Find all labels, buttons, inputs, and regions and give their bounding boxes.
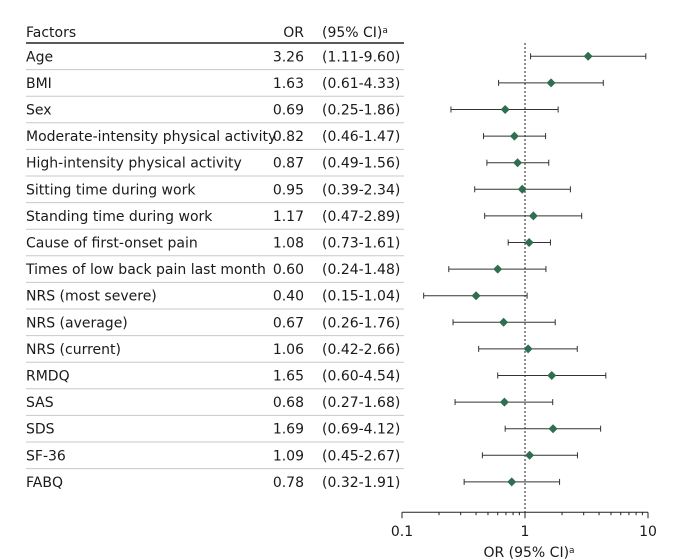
factor-label: Times of low back pain last month — [25, 262, 266, 278]
or-point — [546, 78, 556, 88]
header-ci-superscript: a — [382, 26, 388, 36]
factor-label: Sitting time during work — [26, 182, 196, 198]
or-value: 0.67 — [273, 315, 304, 331]
factor-label: SAS — [26, 395, 54, 411]
or-point — [528, 211, 538, 221]
forest-marks — [423, 43, 647, 513]
ci-value: (0.27-1.68) — [322, 395, 400, 411]
ci-value: (0.32-1.91) — [322, 475, 400, 491]
x-tick-label: 0.1 — [391, 524, 413, 540]
or-value: 1.09 — [273, 448, 304, 464]
factor-label: SDS — [26, 422, 55, 438]
or-point — [471, 291, 481, 301]
ci-value: (0.24-1.48) — [322, 262, 400, 278]
or-value: 1.63 — [273, 76, 304, 92]
or-point — [548, 424, 558, 434]
ci-value: (0.73-1.61) — [322, 236, 400, 252]
factor-label: High-intensity physical activity — [26, 156, 242, 172]
or-value: 0.69 — [273, 103, 304, 119]
factor-label: Sex — [26, 103, 52, 119]
ci-value: (0.25-1.86) — [322, 103, 400, 119]
or-value: 1.17 — [273, 209, 304, 225]
or-point — [499, 397, 509, 407]
or-point — [507, 477, 517, 487]
header-ci: (95% CI)a — [322, 25, 388, 41]
or-value: 1.06 — [273, 342, 304, 358]
or-value: 0.82 — [273, 129, 304, 145]
or-point — [524, 238, 534, 247]
or-value: 0.78 — [273, 475, 304, 491]
ci-value: (0.46-1.47) — [322, 129, 400, 145]
or-value: 3.26 — [273, 49, 304, 65]
or-point — [547, 371, 557, 380]
x-tick-label: 1 — [521, 524, 530, 540]
table-header: Factors OR (95% CI)a — [26, 25, 404, 44]
factor-label: BMI — [26, 76, 52, 92]
factor-label: FABQ — [26, 475, 63, 491]
header-or: OR — [283, 25, 304, 41]
ci-value: (0.69-4.12) — [322, 422, 400, 438]
or-value: 1.69 — [273, 422, 304, 438]
ci-value: (0.26-1.76) — [322, 315, 400, 331]
x-axis-label: OR (95% CI)a — [483, 545, 574, 560]
ci-value: (0.39-2.34) — [322, 182, 400, 198]
factor-label: NRS (current) — [26, 342, 121, 358]
or-value: 0.68 — [273, 395, 304, 411]
factor-label: SF-36 — [26, 448, 66, 464]
ci-value: (0.60-4.54) — [322, 369, 400, 385]
factor-label: Cause of first-onset pain — [26, 236, 198, 252]
x-axis: 0.1 1 10 OR (95% CI)a — [391, 511, 657, 560]
or-point — [517, 184, 527, 194]
x-axis-label-text: OR (95% CI) — [483, 545, 569, 560]
or-point — [500, 105, 510, 114]
or-point — [493, 264, 503, 274]
or-point — [523, 344, 533, 354]
header-factors: Factors — [26, 25, 76, 41]
or-point — [583, 51, 593, 61]
or-value: 0.87 — [273, 156, 304, 172]
or-value: 0.60 — [273, 262, 304, 278]
or-value: 0.95 — [273, 182, 304, 198]
ci-value: (0.49-1.56) — [322, 156, 400, 172]
ci-value: (1.11-9.60) — [322, 49, 400, 65]
or-point — [513, 158, 523, 168]
x-tick-label: 10 — [639, 524, 657, 540]
x-axis-label-superscript: a — [569, 546, 575, 556]
factor-label: NRS (average) — [26, 315, 128, 331]
factor-label: RMDQ — [26, 369, 70, 385]
ci-value: (0.45-2.67) — [322, 448, 400, 464]
ci-value: (0.47-2.89) — [322, 209, 400, 225]
or-value: 0.40 — [273, 289, 304, 305]
header-ci-text: (95% CI) — [322, 25, 382, 41]
or-value: 1.65 — [273, 369, 304, 385]
factor-label: NRS (most severe) — [26, 289, 157, 305]
table-rows: Age 3.26 (1.11-9.60) BMI 1.63 (0.61-4.33) Sex 0… — [25, 49, 404, 491]
or-value: 1.08 — [273, 236, 304, 252]
ci-value: (0.61-4.33) — [322, 76, 400, 92]
factor-label: Age — [26, 49, 53, 65]
factor-label: Standing time during work — [26, 209, 213, 225]
ci-value: (0.15-1.04) — [322, 289, 400, 305]
or-point — [525, 450, 535, 460]
or-point — [499, 317, 509, 327]
factor-label: Moderate-intensity physical activity — [26, 129, 276, 145]
or-point — [509, 131, 519, 141]
ci-value: (0.42-2.66) — [322, 342, 400, 358]
